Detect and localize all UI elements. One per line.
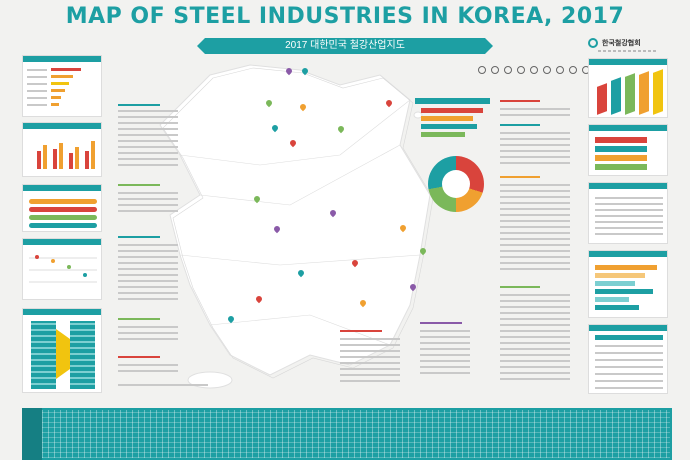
panel-header bbox=[23, 123, 101, 129]
panel-header bbox=[589, 59, 667, 65]
panel-header bbox=[23, 309, 101, 315]
donut-chart bbox=[428, 156, 484, 212]
right-panel-2 bbox=[588, 124, 668, 176]
legend-icon bbox=[569, 66, 577, 74]
panel-header bbox=[23, 56, 101, 62]
korea-map bbox=[159, 64, 434, 389]
left-panel-4 bbox=[22, 238, 102, 300]
right-panel-3 bbox=[588, 182, 668, 244]
legend-icon bbox=[556, 66, 564, 74]
left-panel-2 bbox=[22, 122, 102, 177]
logo-icon bbox=[588, 38, 598, 48]
center-right-bar-panel bbox=[415, 98, 490, 138]
legend-icon bbox=[478, 66, 486, 74]
legend-icon bbox=[517, 66, 525, 74]
left-panel-3 bbox=[22, 184, 102, 232]
bottom-table-grid bbox=[42, 410, 670, 458]
page-title: MAP OF STEEL INDUSTRIES IN KOREA, 2017 bbox=[65, 4, 625, 29]
bottom-table-label-column bbox=[22, 408, 42, 460]
legend-icon bbox=[543, 66, 551, 74]
panel-header bbox=[589, 325, 667, 331]
panel-header bbox=[589, 183, 667, 189]
logo-text: 한국철강협회 bbox=[602, 40, 641, 47]
right-panel-5 bbox=[588, 324, 668, 394]
panel-header bbox=[589, 125, 667, 131]
right-panel-1 bbox=[588, 58, 668, 118]
association-logo: 한국철강협회 bbox=[588, 38, 641, 48]
panel-header bbox=[589, 251, 667, 257]
subtitle-banner: 2017 대한민국 철강산업지도 bbox=[197, 38, 493, 54]
panel-header bbox=[415, 98, 490, 104]
legend-icon-row bbox=[478, 66, 603, 74]
legend-icon bbox=[504, 66, 512, 74]
legend-icon bbox=[491, 66, 499, 74]
left-panel-5 bbox=[22, 308, 102, 393]
logo-underline bbox=[598, 50, 658, 52]
right-panel-4 bbox=[588, 250, 668, 318]
bottom-data-table bbox=[22, 408, 672, 460]
legend-icon bbox=[530, 66, 538, 74]
panel-header bbox=[23, 185, 101, 191]
panel-header bbox=[23, 239, 101, 245]
left-panel-1 bbox=[22, 55, 102, 117]
